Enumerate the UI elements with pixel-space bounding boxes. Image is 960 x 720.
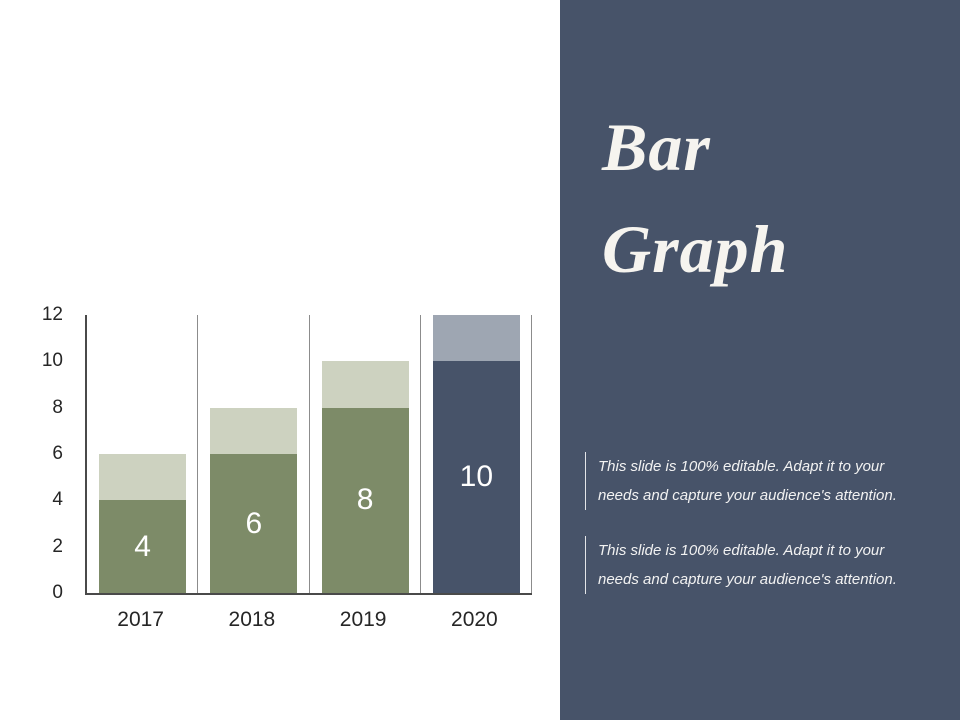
chart-y-axis-labels: 0 2 4 6 8 10 12 — [20, 304, 75, 603]
bar-segment-secondary — [432, 315, 520, 362]
x-axis-label: 2017 — [117, 608, 164, 631]
slide-title: Bar Graph — [602, 96, 788, 300]
editable-note-2: This slide is 100% editable. Adapt it to… — [585, 536, 925, 594]
x-axis-label: 2018 — [228, 608, 276, 631]
y-axis-label: 4 — [52, 489, 63, 511]
bar-segment-primary — [210, 454, 298, 593]
y-axis-label: 0 — [52, 582, 63, 603]
y-axis-label: 6 — [52, 443, 63, 464]
bar-chart-plot: 4 6 8 10 — [85, 315, 532, 595]
y-axis-label: 12 — [41, 304, 63, 325]
bar-segment-primary — [99, 500, 186, 593]
y-axis-label: 8 — [52, 396, 63, 418]
editable-note-1: This slide is 100% editable. Adapt it to… — [585, 452, 925, 510]
y-axis-label: 2 — [52, 535, 63, 557]
gridline — [197, 315, 199, 593]
slide-title-line2: Graph — [602, 211, 789, 287]
bar-segment-secondary — [210, 407, 298, 454]
y-axis-label: 10 — [41, 350, 63, 372]
gridline — [419, 315, 421, 593]
slide-title-line1: Bar — [602, 109, 711, 185]
panel-paragraphs: This slide is 100% editable. Adapt it to… — [585, 452, 925, 620]
bar-value-label: 6 — [245, 506, 263, 540]
bar-value-label: 4 — [134, 529, 151, 563]
x-axis-label: 2020 — [451, 608, 498, 631]
bar-segment-primary — [321, 407, 409, 593]
bar-segment-secondary — [321, 361, 409, 408]
gridline — [531, 315, 532, 593]
right-panel: Bar Graph This slide is 100% editable. Ad… — [560, 0, 960, 720]
bar-segment-secondary — [99, 454, 186, 501]
gridline — [308, 315, 310, 593]
chart-x-axis-labels: 2017 2018 2019 2020 — [85, 608, 530, 638]
bar-segment-primary — [432, 361, 520, 593]
bar-value-label: 8 — [356, 483, 374, 517]
x-axis-label: 2019 — [339, 608, 387, 631]
bar-value-label: 10 — [459, 460, 494, 494]
